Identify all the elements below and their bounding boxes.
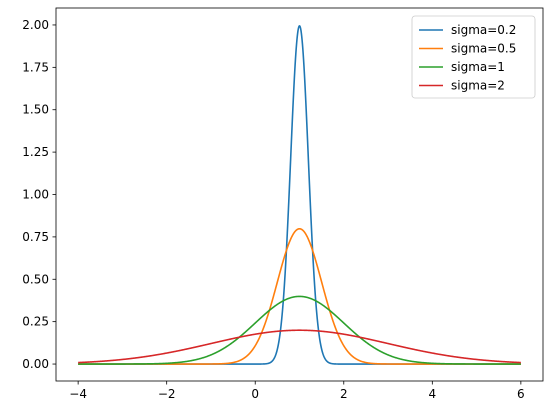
legend-label: sigma=0.2	[451, 23, 516, 37]
x-tick-label: 6	[517, 387, 525, 401]
y-tick-label: 0.25	[22, 315, 49, 329]
y-tick-label: 1.50	[22, 103, 49, 117]
y-tick-label: 0.00	[22, 357, 49, 371]
y-tick-label: 0.75	[22, 230, 49, 244]
y-tick-label: 2.00	[22, 18, 49, 32]
x-tick-label: 0	[251, 387, 259, 401]
x-tick-label: 2	[340, 387, 348, 401]
legend-label: sigma=0.5	[451, 42, 516, 56]
x-tick-label: −2	[158, 387, 176, 401]
series-line-3	[77, 329, 522, 364]
y-tick-label: 1.00	[22, 188, 49, 202]
x-tick-label: 4	[428, 387, 436, 401]
y-tick-label: 1.25	[22, 145, 49, 159]
series-line-2	[77, 295, 522, 365]
y-tick-label: 0.50	[22, 272, 49, 286]
legend-box	[411, 15, 536, 99]
legend-label: sigma=1	[451, 60, 505, 74]
y-tick-label: 1.75	[22, 60, 49, 74]
legend-label: sigma=2	[451, 79, 505, 93]
x-tick-label: −4	[69, 387, 87, 401]
